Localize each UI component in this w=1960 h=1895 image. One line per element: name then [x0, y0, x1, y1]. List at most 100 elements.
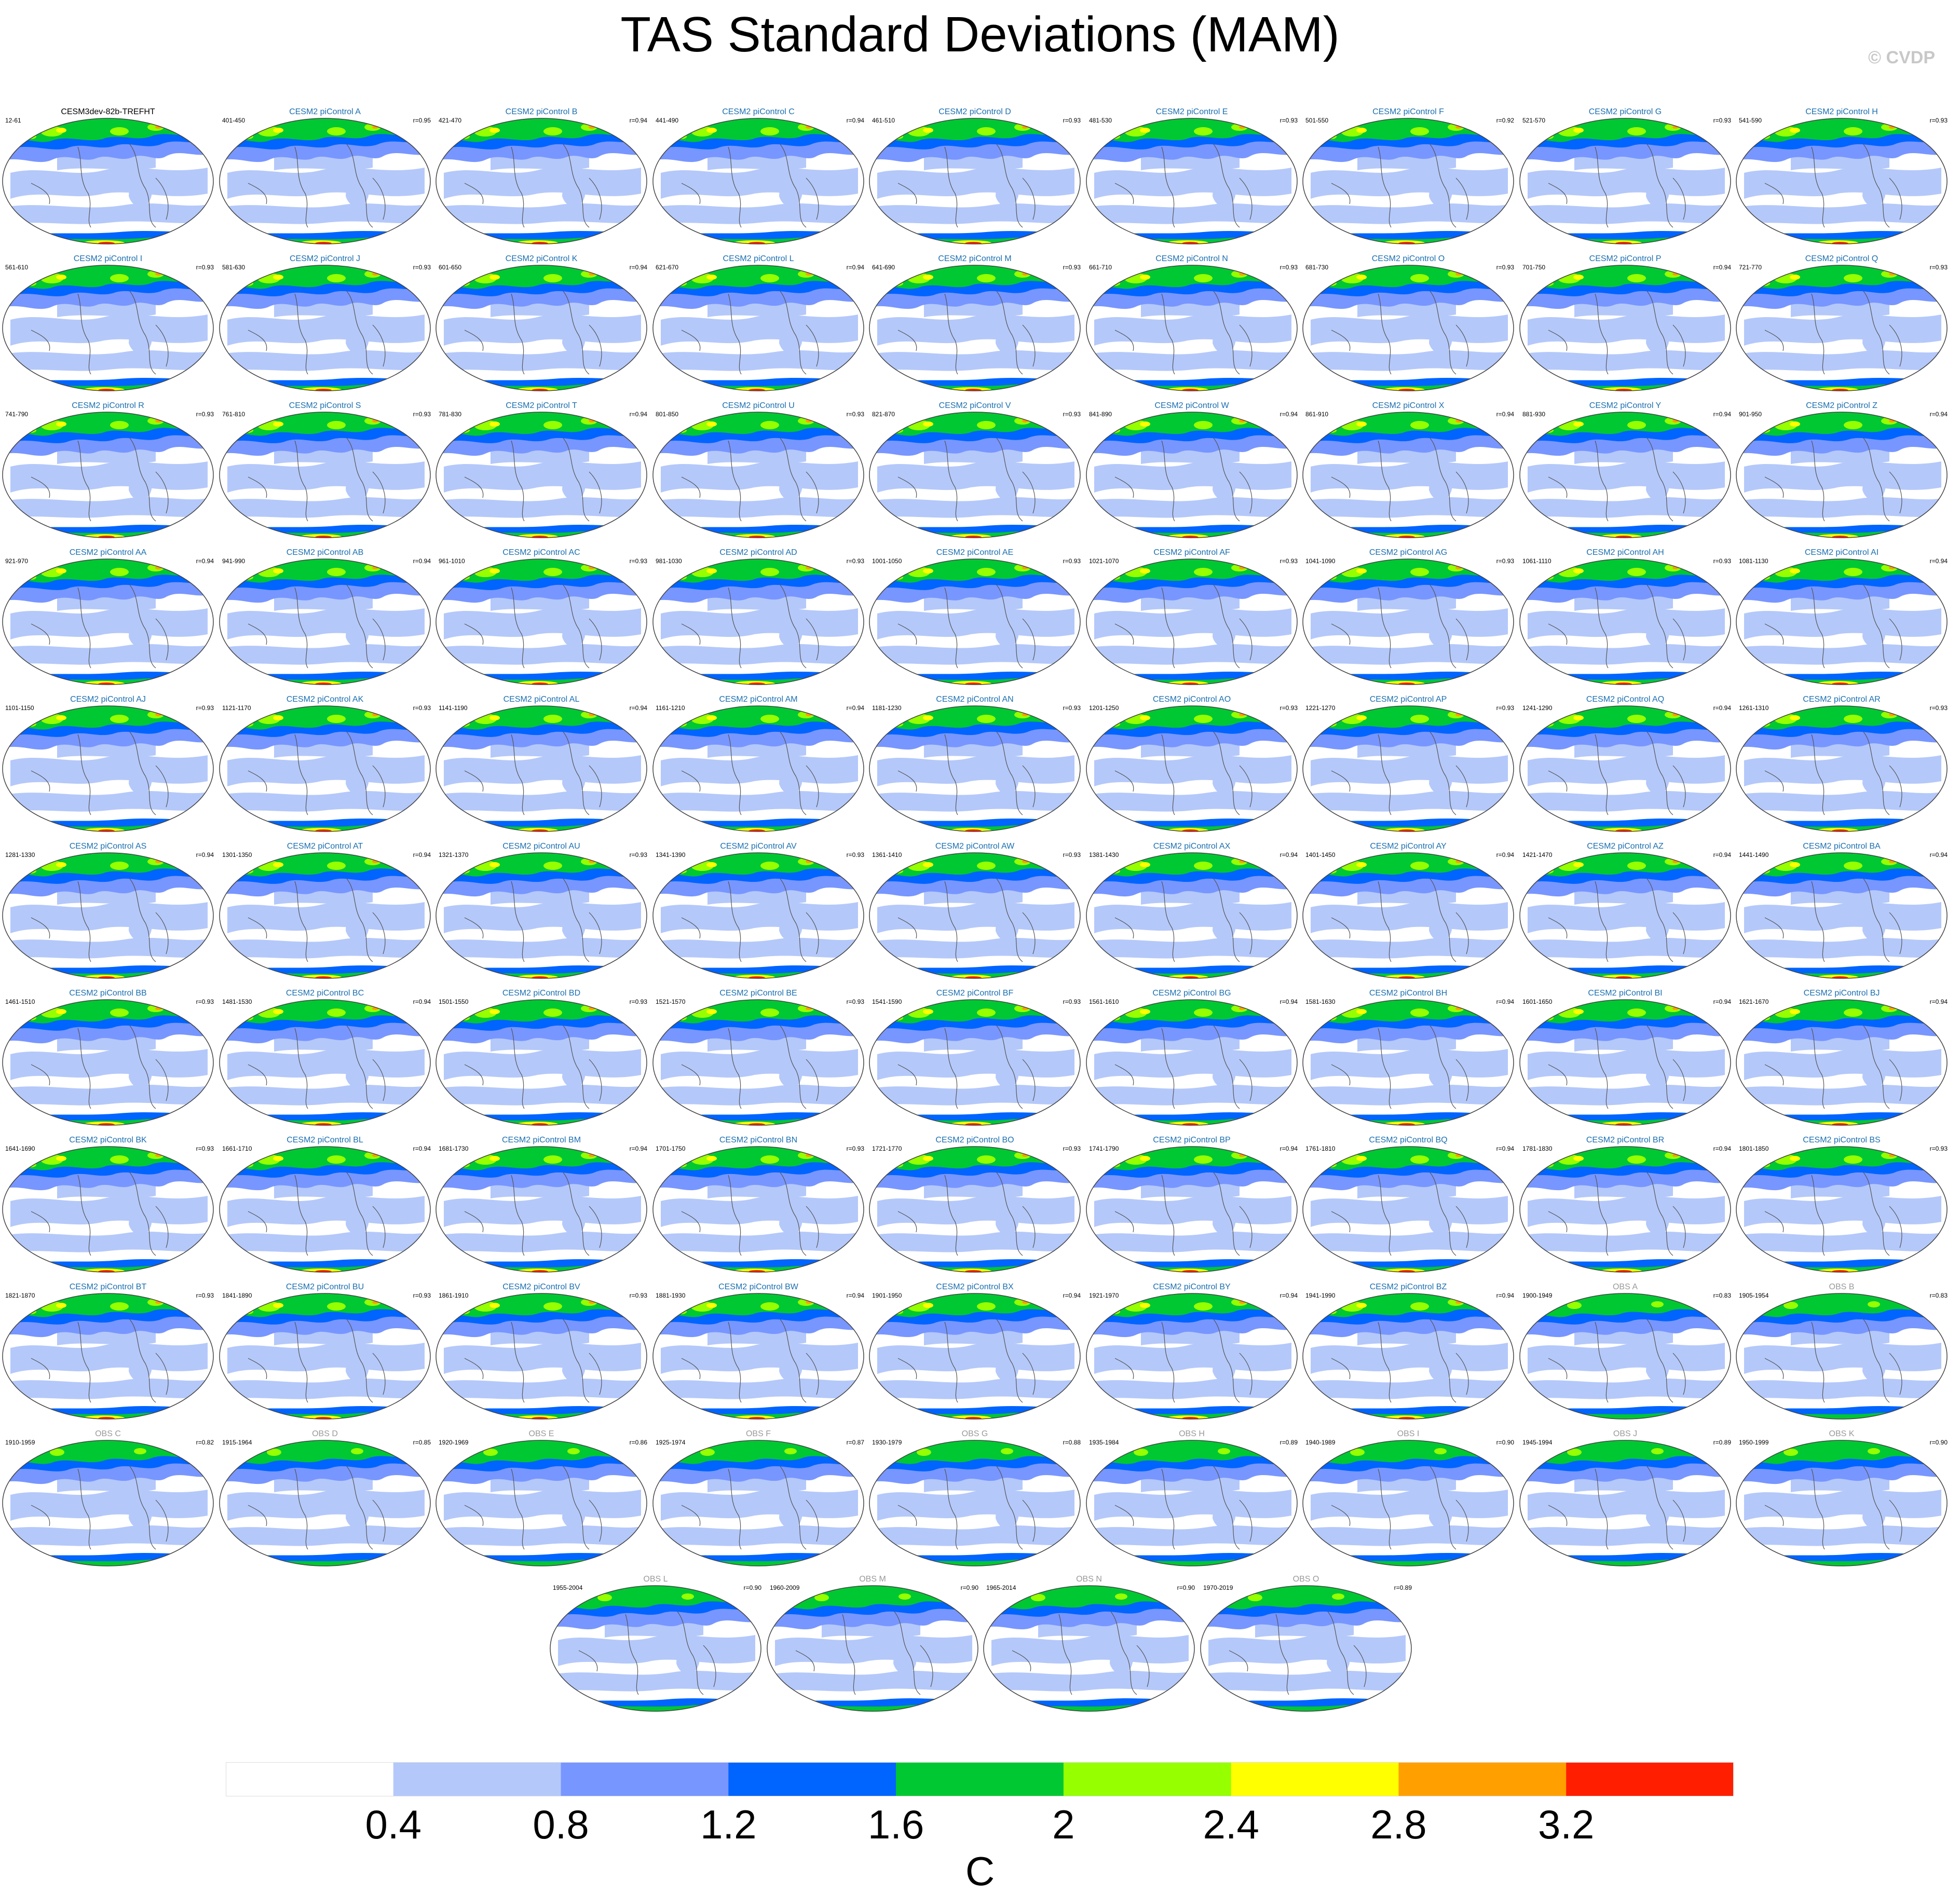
- coastline: [563, 291, 590, 375]
- ocean-variability-patch: [1094, 461, 1291, 493]
- coastline: [1331, 1505, 1351, 1526]
- world-map-contour: [219, 558, 431, 685]
- panel-correlation: r=0.94: [1496, 1292, 1514, 1299]
- coastline: [589, 1206, 602, 1248]
- world-map-contour: [652, 118, 864, 244]
- panel-correlation: r=0.93: [1063, 117, 1081, 124]
- coastline: [1213, 1466, 1240, 1550]
- panel-correlation: r=0.94: [1063, 1292, 1081, 1299]
- coastline: [780, 438, 807, 522]
- map-panel: CESM2 piControl AA 921-970 r=0.94: [0, 547, 216, 687]
- coastline: [1889, 471, 1902, 514]
- map-panel: CESM2 piControl Y 881-930 r=0.94: [1517, 400, 1733, 540]
- coastline: [464, 917, 484, 939]
- ocean-variability-patch: [444, 168, 641, 199]
- panel-year-range: 681-730: [1305, 264, 1329, 271]
- ocean-variability-patch: [1741, 497, 1944, 519]
- coastline: [346, 1025, 373, 1109]
- ocean-variability-patch: [658, 203, 861, 225]
- coastline: [248, 1358, 267, 1380]
- coastline: [1672, 618, 1686, 661]
- coastline: [1239, 618, 1253, 661]
- coastline: [1378, 293, 1392, 375]
- panel-year-range: 601-650: [439, 264, 462, 271]
- panel-correlation: r=0.94: [1280, 998, 1298, 1005]
- coastline: [681, 1211, 701, 1233]
- coastline: [944, 587, 958, 669]
- map-panel: CESM2 piControl BJ 1621-1670 r=0.94: [1734, 988, 1950, 1128]
- ocean-variability-patch: [1308, 350, 1510, 372]
- ocean-variability-patch: [227, 1490, 425, 1521]
- panel-year-range: 741-790: [5, 411, 29, 418]
- map-border: [1519, 558, 1731, 685]
- panel-year-range: 1945-1994: [1522, 1439, 1553, 1446]
- map-border: [1519, 705, 1731, 832]
- map-border: [2, 1293, 214, 1420]
- coastline: [589, 1499, 602, 1542]
- coastline: [780, 1319, 807, 1403]
- panel-year-range: 1621-1670: [1739, 998, 1769, 1005]
- coastline: [681, 1358, 701, 1380]
- ocean-variability-patch: [1094, 755, 1291, 786]
- ocean-variability-patch: [658, 1231, 861, 1253]
- ocean-variability-patch: [10, 1490, 208, 1521]
- coastline: [1022, 1499, 1036, 1542]
- map-panel: CESM2 piControl J 581-630 r=0.93: [217, 253, 433, 393]
- map-border: [1302, 558, 1514, 685]
- world-map-contour: [1086, 705, 1298, 832]
- map-border: [435, 1146, 647, 1273]
- map-panel: CESM2 piControl BA 1441-1490 r=0.94: [1734, 841, 1950, 981]
- coastline: [346, 1466, 373, 1550]
- world-map-contour: [550, 1585, 761, 1712]
- ocean-variability-patch: [661, 1196, 858, 1227]
- panel-correlation: r=0.94: [1496, 1145, 1514, 1152]
- coastline: [1595, 881, 1609, 962]
- coastline: [1378, 587, 1392, 669]
- coastline: [464, 770, 484, 792]
- world-map-contour: [869, 412, 1081, 538]
- coastline: [996, 1319, 1023, 1403]
- panel-title: CESM2 piControl H: [1805, 107, 1878, 116]
- coastline: [677, 1611, 704, 1695]
- panel-year-range: 1221-1270: [1305, 704, 1336, 712]
- coastline: [511, 1321, 525, 1403]
- ocean-variability-patch: [8, 497, 210, 519]
- panel-year-range: 1261-1310: [1739, 704, 1769, 712]
- panel-correlation: r=0.94: [196, 557, 214, 565]
- ocean-variability-patch: [658, 644, 861, 665]
- ocean-variability-patch: [1094, 1049, 1291, 1080]
- coastline: [77, 1028, 91, 1109]
- coastline: [129, 1319, 156, 1403]
- coastline: [1331, 623, 1351, 645]
- map-border: [1086, 999, 1298, 1126]
- ocean-variability-patch: [1741, 1231, 1944, 1253]
- coastline: [31, 1211, 50, 1233]
- panel-correlation: r=0.93: [1929, 704, 1948, 712]
- ocean-variability-patch: [8, 1378, 210, 1400]
- ocean-variability-patch: [1092, 1378, 1294, 1400]
- panel-title: CESM2 piControl AH: [1586, 548, 1664, 557]
- panel-title: CESM2 piControl U: [722, 401, 795, 410]
- coastline: [589, 324, 602, 367]
- panel-title: CESM2 piControl G: [1588, 107, 1662, 116]
- coastline: [1378, 1468, 1392, 1550]
- panel-title: CESM2 piControl I: [73, 254, 143, 263]
- world-map-contour: [1086, 1293, 1298, 1420]
- world-map-contour: [2, 118, 214, 244]
- coastline: [1430, 1466, 1457, 1550]
- panel-correlation: r=0.94: [1713, 411, 1731, 418]
- panel-title: CESM2 piControl AX: [1153, 842, 1231, 851]
- panel-year-range: 401-450: [222, 117, 246, 124]
- ocean-variability-patch: [444, 608, 641, 639]
- coastline: [897, 1064, 917, 1086]
- map-panel: CESM2 piControl AL 1141-1190 r=0.94: [433, 694, 649, 834]
- map-panel: CESM2 piControl BD 1501-1550 r=0.93: [433, 988, 649, 1128]
- coastline: [1022, 1206, 1036, 1248]
- world-map-contour: [1302, 999, 1514, 1126]
- coastline: [1378, 1321, 1392, 1403]
- map-border: [1736, 852, 1948, 979]
- map-panel: CESM2 piControl AO 1201-1250 r=0.93: [1084, 694, 1300, 834]
- panel-correlation: r=0.93: [846, 851, 864, 858]
- panel-correlation: r=0.93: [413, 704, 431, 712]
- ocean-variability-patch: [1744, 315, 1941, 346]
